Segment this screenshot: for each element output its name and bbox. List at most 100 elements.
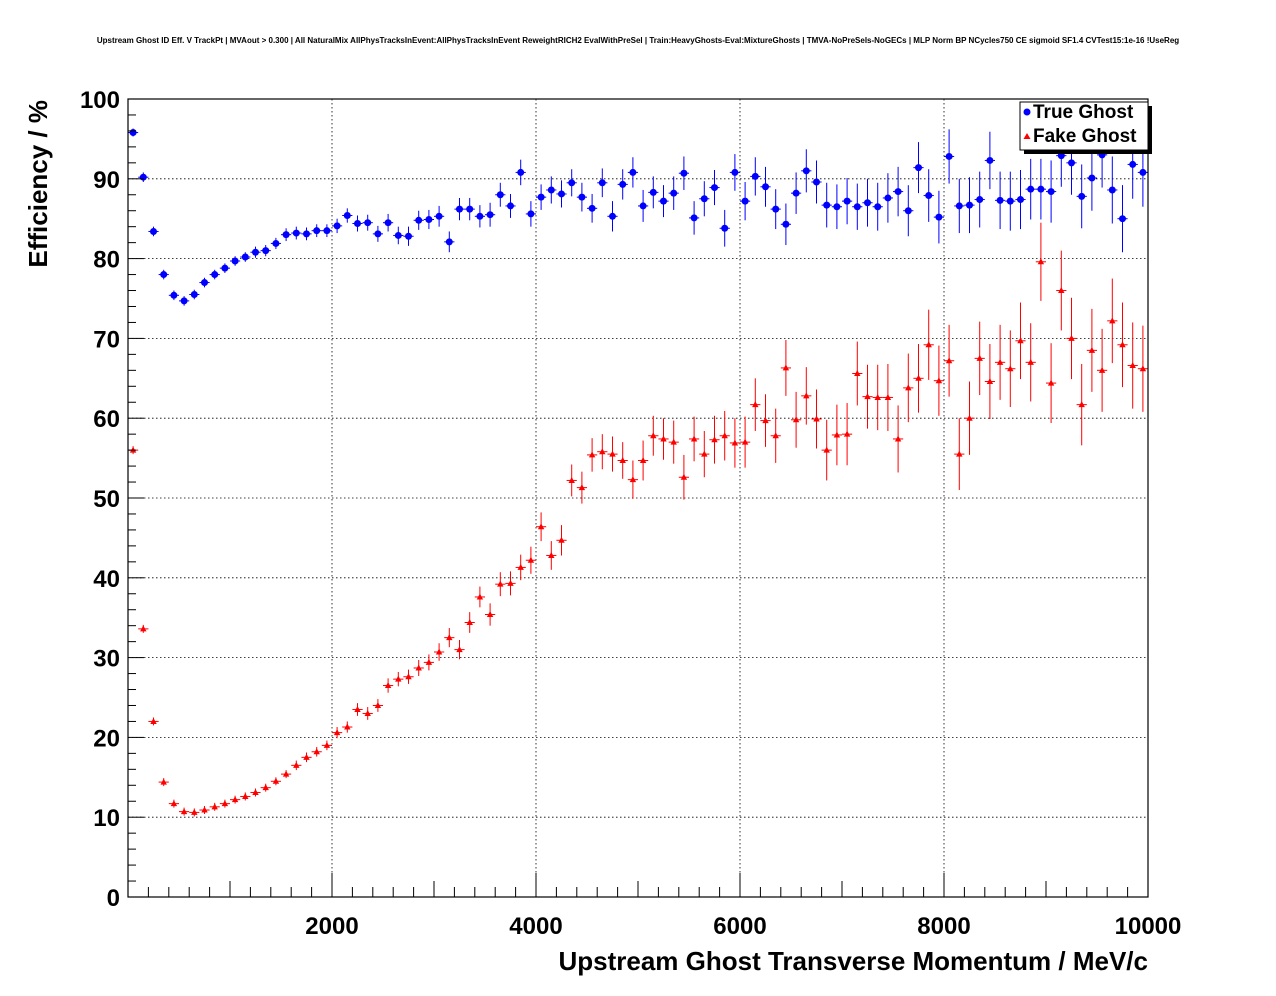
fake-ghost-point	[913, 343, 924, 413]
true-ghost-marker	[252, 248, 259, 256]
fake-ghost-marker	[741, 438, 749, 445]
true-ghost-marker	[517, 168, 525, 176]
fake-ghost-point	[801, 367, 812, 425]
fake-ghost-point	[1066, 297, 1077, 380]
fake-ghost-point	[332, 727, 343, 739]
fake-ghost-point	[536, 512, 547, 542]
fake-ghost-point	[566, 464, 577, 497]
true-ghost-point	[811, 160, 822, 204]
fake-ghost-marker	[650, 432, 657, 439]
fake-ghost-point	[189, 808, 200, 817]
fake-ghost-marker	[466, 618, 473, 625]
true-ghost-point	[362, 214, 373, 231]
fake-ghost-marker	[160, 778, 167, 785]
true-ghost-marker	[731, 168, 739, 176]
true-ghost-marker	[711, 184, 718, 192]
fake-ghost-point	[780, 339, 791, 396]
true-ghost-point	[281, 228, 292, 242]
fake-ghost-marker	[833, 431, 841, 438]
fake-ghost-point	[352, 703, 363, 716]
fake-ghost-marker	[854, 370, 861, 377]
true-ghost-point	[1107, 156, 1118, 224]
true-ghost-point	[311, 224, 322, 238]
true-ghost-marker	[935, 213, 943, 221]
fake-ghost-point	[546, 541, 557, 570]
fake-ghost-marker	[364, 709, 371, 716]
true-ghost-marker	[884, 194, 892, 202]
fake-ghost-point	[311, 746, 322, 757]
true-ghost-marker	[1006, 197, 1014, 205]
fake-ghost-marker	[221, 800, 229, 807]
fake-ghost-marker	[344, 723, 351, 730]
fake-ghost-marker	[1078, 401, 1085, 408]
true-ghost-point	[872, 182, 883, 231]
true-ghost-point	[831, 184, 842, 230]
fake-ghost-marker	[670, 438, 677, 445]
fake-ghost-point	[454, 640, 465, 660]
true-ghost-point	[893, 166, 904, 217]
y-tick-label: 80	[93, 247, 120, 274]
true-ghost-point	[719, 209, 730, 247]
true-ghost-point	[617, 169, 628, 200]
true-ghost-marker	[833, 203, 841, 211]
true-ghost-marker	[1027, 185, 1035, 193]
fake-ghost-point	[556, 525, 567, 556]
true-ghost-point	[842, 178, 853, 225]
true-ghost-marker	[262, 247, 270, 255]
true-ghost-marker	[782, 220, 790, 228]
true-ghost-point	[536, 184, 547, 210]
true-ghost-point	[179, 296, 190, 306]
fake-ghost-point	[811, 389, 822, 449]
fake-ghost-point	[954, 418, 965, 491]
fake-ghost-point	[587, 438, 598, 472]
true-ghost-point	[240, 252, 251, 262]
fake-ghost-point	[1127, 322, 1138, 409]
true-ghost-marker	[853, 203, 861, 211]
true-ghost-point	[168, 290, 179, 301]
legend: True Ghost Fake Ghost	[1019, 101, 1152, 154]
true-ghost-marker	[394, 231, 402, 239]
fake-ghost-marker	[680, 473, 688, 480]
fake-ghost-point	[158, 778, 169, 787]
fake-ghost-marker	[721, 432, 728, 439]
true-ghost-marker	[333, 222, 341, 230]
true-ghost-point	[1035, 158, 1046, 220]
true-ghost-point	[913, 142, 924, 194]
fake-ghost-point	[791, 391, 802, 448]
fake-ghost-point	[179, 807, 190, 816]
true-ghost-point	[495, 182, 506, 207]
fake-ghost-marker	[772, 432, 779, 439]
fake-ghost-point	[607, 436, 618, 472]
fake-ghost-marker	[558, 536, 565, 543]
true-ghost-marker	[486, 211, 494, 219]
fake-ghost-point	[1035, 222, 1046, 301]
fake-ghost-marker	[1007, 365, 1014, 372]
fake-ghost-point	[1046, 343, 1057, 423]
x-tick-label: 4000	[509, 913, 562, 940]
true-ghost-marker	[955, 202, 963, 210]
fake-ghost-marker	[884, 393, 892, 400]
fake-ghost-marker	[690, 435, 698, 442]
true-ghost-point	[699, 181, 710, 217]
fake-ghost-point	[372, 699, 383, 712]
true-ghost-point	[658, 185, 669, 218]
true-ghost-marker	[690, 214, 698, 222]
fake-ghost-point	[699, 430, 710, 478]
true-ghost-marker	[823, 201, 831, 209]
fake-ghost-point	[709, 415, 720, 464]
fake-ghost-marker	[599, 448, 606, 455]
true-ghost-point	[1015, 170, 1026, 230]
true-ghost-marker	[129, 129, 137, 137]
true-ghost-point	[403, 226, 414, 246]
fake-ghost-marker	[293, 761, 300, 768]
true-ghost-point	[352, 215, 363, 232]
x-tick-label: 10000	[1115, 913, 1182, 940]
true-ghost-point	[138, 172, 149, 182]
y-tick-labels: 0 10 20 30 40 50 60 70 80 90 100	[80, 87, 120, 912]
true-ghost-marker	[639, 202, 647, 210]
true-ghost-marker	[792, 189, 800, 197]
fake-ghost-marker	[578, 484, 586, 491]
fake-ghost-point	[1056, 250, 1067, 331]
x-tick-label: 6000	[713, 913, 766, 940]
true-ghost-marker	[598, 179, 606, 187]
